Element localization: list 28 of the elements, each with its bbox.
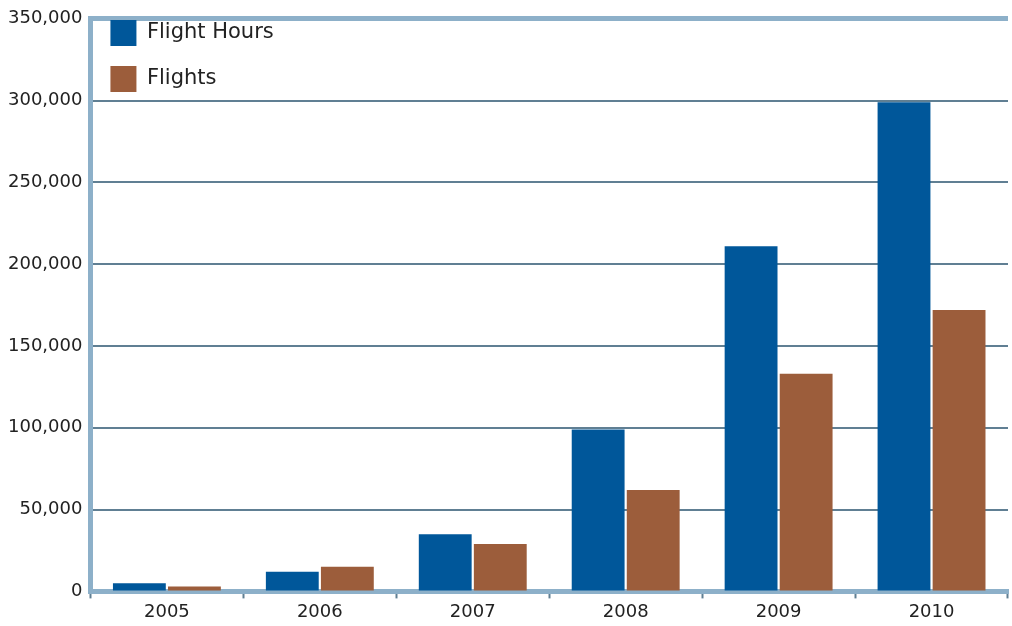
bar — [626, 489, 680, 591]
x-tick-label: 2007 — [449, 599, 496, 621]
y-tick-label: 350,000 — [8, 6, 83, 28]
y-tick-label: 100,000 — [8, 415, 83, 437]
bar — [779, 373, 833, 591]
bar — [571, 429, 625, 591]
bar — [877, 102, 931, 591]
bar — [932, 310, 986, 591]
y-tick-label: 0 — [70, 579, 83, 601]
x-tick-label: 2010 — [908, 599, 955, 621]
bar — [418, 534, 472, 591]
bar — [473, 543, 527, 591]
bar — [265, 571, 319, 591]
x-tick-label: 2008 — [602, 599, 649, 621]
y-tick-label: 250,000 — [8, 170, 83, 192]
x-tick-label: 2005 — [143, 599, 190, 621]
bar — [320, 566, 374, 591]
y-tick-label: 200,000 — [8, 251, 83, 273]
bar — [168, 586, 221, 591]
x-tick-label: 2006 — [296, 599, 343, 621]
y-tick-label: 150,000 — [8, 333, 83, 355]
y-tick-label: 50,000 — [19, 497, 83, 519]
legend-label: Flight Hours — [146, 19, 274, 44]
bar — [112, 583, 166, 591]
x-tick-label: 2009 — [755, 599, 802, 621]
legend-label: Flights — [146, 65, 217, 90]
y-tick-label: 300,000 — [8, 88, 83, 110]
bar — [724, 246, 778, 591]
